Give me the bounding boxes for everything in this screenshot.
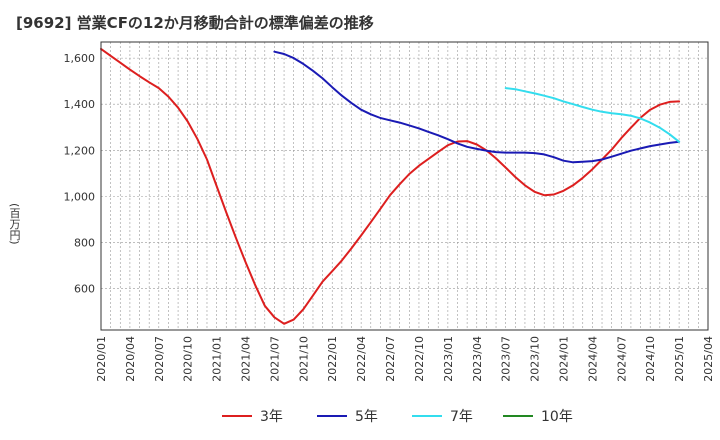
x-tick-label: 2025/01 — [673, 336, 686, 382]
x-tick-label: 2024/01 — [557, 336, 570, 382]
legend-item-1: 3年 — [222, 404, 283, 428]
x-tick-label: 2024/07 — [615, 336, 628, 382]
legend-item-2: 5年 — [317, 404, 378, 428]
legend-swatch — [412, 415, 442, 417]
x-tick-label: 2024/10 — [644, 336, 657, 382]
series-line-1 — [100, 47, 681, 325]
legend-label: 3年 — [260, 409, 283, 425]
y-tick-label: 1,200 — [64, 144, 96, 157]
series-lines — [100, 47, 681, 325]
x-tick-label: 2023/07 — [500, 336, 513, 382]
legend: 3年 5年 7年 10年 — [0, 404, 720, 428]
x-tick-label: 2020/01 — [95, 336, 108, 382]
x-tick-label: 2023/04 — [471, 336, 484, 382]
y-tick-label: 800 — [74, 236, 95, 249]
x-tick-label: 2021/07 — [268, 336, 281, 382]
y-tick-label: 600 — [74, 283, 95, 296]
x-tick-label: 2022/04 — [355, 336, 368, 382]
series-line-2 — [273, 50, 681, 164]
x-tick-label: 2020/10 — [182, 336, 195, 382]
x-tick-label: 2025/04 — [702, 336, 715, 382]
chart-title: [9692] 営業CFの12か月移動合計の標準偏差の推移 — [16, 14, 374, 32]
x-tick-label: 2020/07 — [153, 336, 166, 382]
x-tick-label: 2024/04 — [586, 336, 599, 382]
x-tick-label: 2022/10 — [413, 336, 426, 382]
y-tick-label: 1,400 — [64, 98, 96, 111]
y-tick-label: 1,000 — [64, 190, 96, 203]
legend-label: 5年 — [355, 409, 378, 425]
legend-swatch — [222, 415, 252, 417]
legend-swatch — [503, 415, 533, 417]
x-axis-ticks: 2020/01 2020/04 2020/07 2020/10 2021/01 2021/… — [95, 336, 715, 382]
x-tick-label: 2022/01 — [326, 336, 339, 382]
x-tick-label: 2021/01 — [211, 336, 224, 382]
grid-lines — [100, 42, 709, 330]
x-tick-label: 2021/10 — [297, 336, 310, 382]
x-tick-label: 2021/04 — [240, 336, 253, 382]
plot-frame — [100, 41, 709, 331]
x-tick-label: 2022/07 — [384, 336, 397, 382]
y-tick-label: 1,600 — [64, 52, 96, 65]
legend-item-3: 7年 — [412, 404, 473, 428]
legend-item-4: 10年 — [503, 404, 573, 428]
x-tick-label: 2023/10 — [529, 336, 542, 382]
x-tick-label: 2023/01 — [442, 336, 455, 382]
legend-swatch — [317, 415, 347, 417]
y-axis-unit-label: (百万円) — [8, 203, 21, 245]
legend-label: 7年 — [450, 409, 473, 425]
legend-label: 10年 — [541, 409, 573, 425]
y-axis-ticks: 600 800 1,000 1,200 1,400 1,600 — [64, 52, 96, 295]
series-line-3 — [504, 87, 681, 143]
x-tick-label: 2020/04 — [124, 336, 137, 382]
